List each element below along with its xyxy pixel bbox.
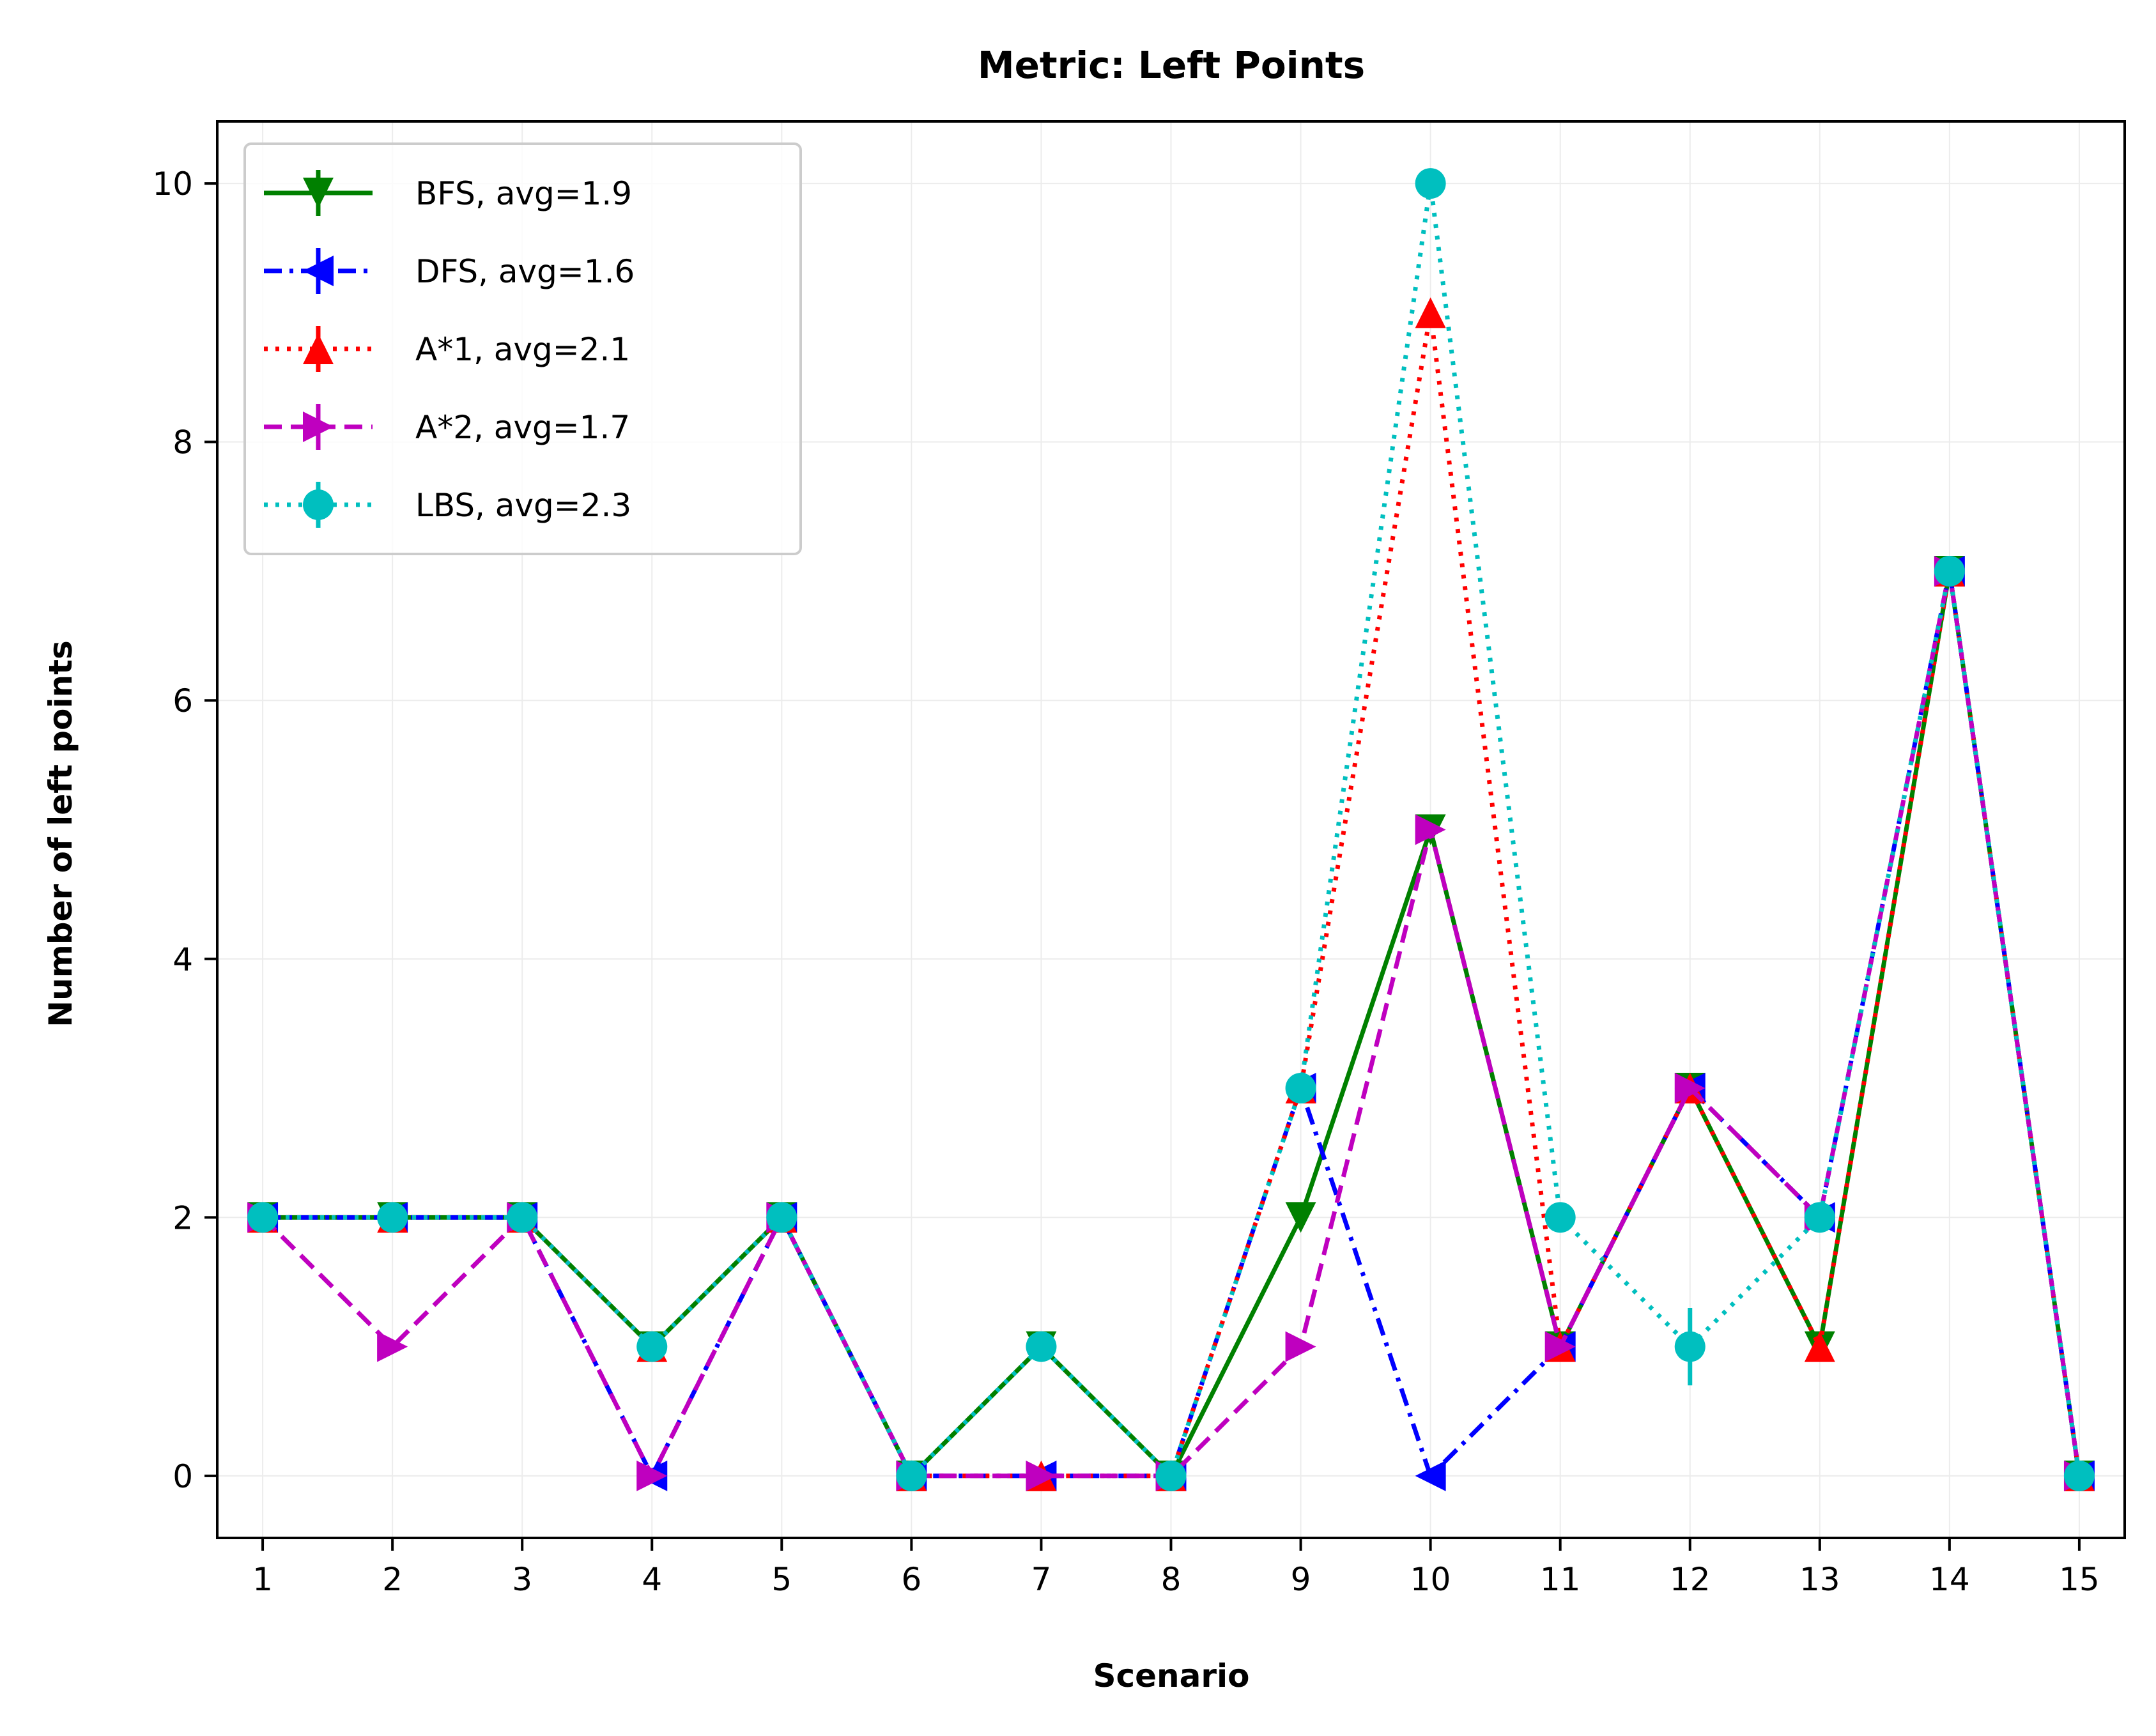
chart-title: Metric: Left Points	[978, 43, 1365, 87]
x-tick-label: 6	[901, 1561, 921, 1598]
x-tick-label: 1	[252, 1561, 273, 1598]
legend-label: LBS, avg=2.3	[415, 487, 631, 524]
legend-entry-lbs: LBS, avg=2.3	[264, 482, 631, 528]
y-axis-label: Number of left points	[42, 640, 79, 1027]
data-point	[507, 1202, 538, 1233]
y-tick-label: 8	[173, 424, 193, 461]
x-tick-label: 5	[771, 1561, 792, 1598]
legend-label: A*1, avg=2.1	[415, 331, 630, 368]
data-point	[1285, 1202, 1316, 1233]
legend-entry-a2: A*2, avg=1.7	[264, 404, 630, 450]
x-tick-label: 12	[1670, 1561, 1711, 1598]
legend-entry-dfs: DFS, avg=1.6	[264, 248, 635, 294]
x-axis-label: Scenario	[1093, 1657, 1249, 1694]
data-point	[896, 1460, 927, 1491]
data-point	[1026, 1331, 1057, 1362]
data-point	[1415, 168, 1446, 199]
legend: BFS, avg=1.9 DFS, avg=1.6 A*1, avg=2.1 A*2,…	[243, 142, 802, 555]
data-point	[1804, 1331, 1835, 1362]
data-point	[1804, 1202, 1835, 1233]
y-tick-label: 2	[173, 1199, 193, 1236]
data-point	[1544, 1331, 1576, 1362]
x-tick-label: 2	[382, 1561, 403, 1598]
x-tick-label: 4	[642, 1561, 662, 1598]
x-tick-label: 7	[1031, 1561, 1052, 1598]
legend-label: BFS, avg=1.9	[415, 175, 632, 212]
data-point	[1285, 1073, 1316, 1104]
y-tick-label: 4	[173, 941, 193, 978]
y-tick-label: 10	[152, 165, 193, 203]
data-point	[377, 1202, 408, 1233]
x-tick-label: 14	[1929, 1561, 1970, 1598]
plot-area	[247, 168, 2095, 1491]
x-tick-label: 15	[2059, 1561, 2100, 1598]
x-tick-label: 3	[512, 1561, 532, 1598]
x-tick-label: 10	[1410, 1561, 1451, 1598]
data-point	[1674, 1331, 1706, 1362]
data-point	[1285, 1331, 1316, 1362]
x-tick-label: 13	[1799, 1561, 1840, 1598]
legend-label: DFS, avg=1.6	[415, 253, 635, 290]
data-point	[636, 1460, 668, 1491]
data-point	[1415, 814, 1446, 845]
x-tick-label: 8	[1161, 1561, 1182, 1598]
data-point	[1026, 1460, 1057, 1491]
legend-frame	[243, 142, 802, 555]
x-tick-label: 11	[1540, 1561, 1581, 1598]
legend-entry-a1: A*1, avg=2.1	[264, 326, 630, 372]
y-tick-label: 6	[173, 682, 193, 719]
data-point	[1934, 555, 1965, 587]
data-point	[1544, 1202, 1576, 1233]
data-point	[1155, 1460, 1187, 1491]
y-tick-label: 0	[173, 1458, 193, 1495]
legend-label: A*2, avg=1.7	[415, 409, 630, 446]
legend-entry-bfs: BFS, avg=1.9	[264, 170, 632, 216]
series-lbs	[247, 168, 2095, 1491]
data-point	[1674, 1073, 1706, 1104]
data-point	[247, 1202, 279, 1233]
data-point	[766, 1202, 797, 1233]
x-tick-label: 9	[1291, 1561, 1311, 1598]
data-point	[1415, 1460, 1446, 1491]
data-point	[636, 1331, 668, 1362]
data-point	[1415, 297, 1446, 328]
data-point	[2063, 1460, 2095, 1491]
data-point	[377, 1331, 408, 1362]
